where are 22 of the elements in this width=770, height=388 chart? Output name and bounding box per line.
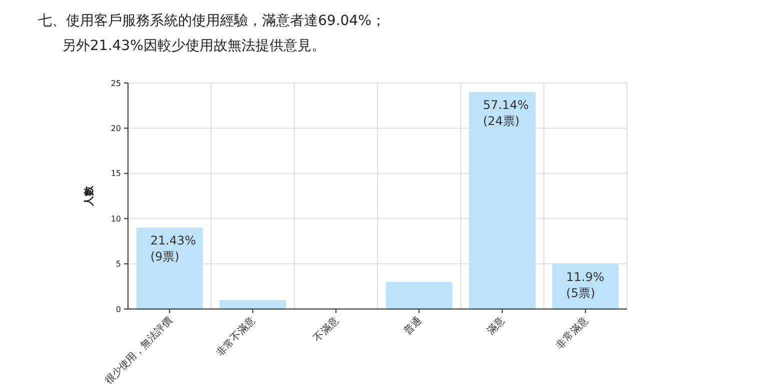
chart-title: 七、使用客戶服務系統的使用經驗，滿意者達69.04%； <box>38 13 386 29</box>
x-tick-label: 很少使用，無法評價 <box>102 314 175 387</box>
data-label: 57.14% (24票) <box>482 98 529 128</box>
y-tick-label: 10 <box>110 214 121 224</box>
x-tick-label: 不滿意 <box>311 314 342 344</box>
y-tick-label: 5 <box>116 260 121 269</box>
data-label: 11.9% (5票) <box>566 270 604 300</box>
y-tick-label: 15 <box>110 169 121 178</box>
x-tick-label: 普通 <box>402 314 424 338</box>
bar <box>219 300 286 309</box>
chart-subtitle: 另外21.43%因較少使用故無法提供意見。 <box>62 38 326 54</box>
y-tick-label: 20 <box>110 124 121 133</box>
y-axis-title: 人數 <box>83 185 95 207</box>
bar <box>468 92 536 309</box>
bar <box>386 282 452 309</box>
bar <box>136 228 203 309</box>
data-label: 21.43% (9票) <box>150 234 196 264</box>
y-tick-label: 0 <box>116 304 121 314</box>
x-tick-label: 滿意 <box>484 314 508 338</box>
x-tick-label: 非常滿意 <box>554 314 591 352</box>
y-tick-label: 25 <box>110 78 121 88</box>
x-tick-label: 非常不滿意 <box>214 314 258 358</box>
